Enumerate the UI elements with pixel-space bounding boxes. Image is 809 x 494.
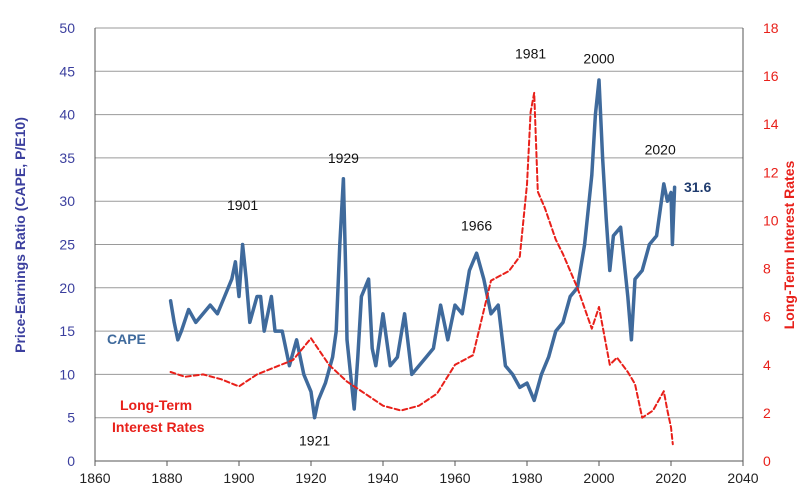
x-tick-1940: 1940 — [367, 470, 398, 486]
y-right-tick-16: 16 — [763, 68, 779, 84]
y-right-tick-0: 0 — [763, 453, 771, 469]
last-cape-value-label: 31.6 — [684, 179, 711, 195]
annotation-1921: 1921 — [299, 432, 330, 448]
y-left-tick-5: 5 — [67, 410, 75, 426]
y-left-tick-35: 35 — [59, 150, 75, 166]
interest-series-label-line2: Interest Rates — [112, 419, 205, 435]
series-lines — [168, 78, 677, 446]
x-tick-1880: 1880 — [151, 470, 182, 486]
y-left-tick-10: 10 — [59, 366, 75, 382]
annotations: 1901 1921 1929 1966 1981 2000 2020 — [227, 45, 676, 448]
series-line-interest-rates — [169, 91, 674, 446]
y-left-tick-15: 15 — [59, 323, 75, 339]
series-line-cape — [168, 78, 677, 420]
x-tick-1980: 1980 — [511, 470, 542, 486]
y-right-tick-18: 18 — [763, 20, 779, 36]
y-right-tick-14: 14 — [763, 116, 779, 132]
y-right-tick-4: 4 — [763, 357, 771, 373]
interest-series-label-line1: Long-Term — [120, 397, 192, 413]
y-axis-label-right: Long-Term Interest Rates — [781, 161, 797, 330]
x-tick-1920: 1920 — [295, 470, 326, 486]
x-tick-1960: 1960 — [439, 470, 470, 486]
y-right-tick-12: 12 — [763, 164, 779, 180]
tick-labels: 0 5 10 15 20 25 30 35 40 45 50 0 2 4 6 8 10 12 14 16 18 1860 1… — [59, 20, 778, 486]
x-tick-2000: 2000 — [583, 470, 614, 486]
annotation-1929: 1929 — [328, 150, 359, 166]
annotation-2020: 2020 — [645, 141, 676, 157]
cape-series-label: CAPE — [107, 331, 146, 347]
y-axis-label-left: Price-Earnings Ratio (CAPE, P/E10) — [12, 117, 28, 353]
y-right-tick-2: 2 — [763, 405, 771, 421]
y-left-tick-40: 40 — [59, 107, 75, 123]
y-left-tick-45: 45 — [59, 63, 75, 79]
y-left-tick-20: 20 — [59, 280, 75, 296]
annotation-2000: 2000 — [583, 51, 614, 67]
y-left-tick-50: 50 — [59, 20, 75, 36]
annotation-1966: 1966 — [461, 218, 492, 234]
y-left-tick-30: 30 — [59, 193, 75, 209]
y-left-tick-0: 0 — [67, 453, 75, 469]
annotation-1981: 1981 — [515, 45, 546, 61]
y-right-tick-6: 6 — [763, 309, 771, 325]
x-tick-2040: 2040 — [727, 470, 758, 486]
y-right-tick-10: 10 — [763, 212, 779, 228]
x-tick-2020: 2020 — [655, 470, 686, 486]
x-tick-1860: 1860 — [79, 470, 110, 486]
x-tick-1900: 1900 — [223, 470, 254, 486]
gridlines — [94, 27, 744, 466]
y-right-tick-8: 8 — [763, 261, 771, 277]
y-left-tick-25: 25 — [59, 237, 75, 253]
annotation-1901: 1901 — [227, 197, 258, 213]
